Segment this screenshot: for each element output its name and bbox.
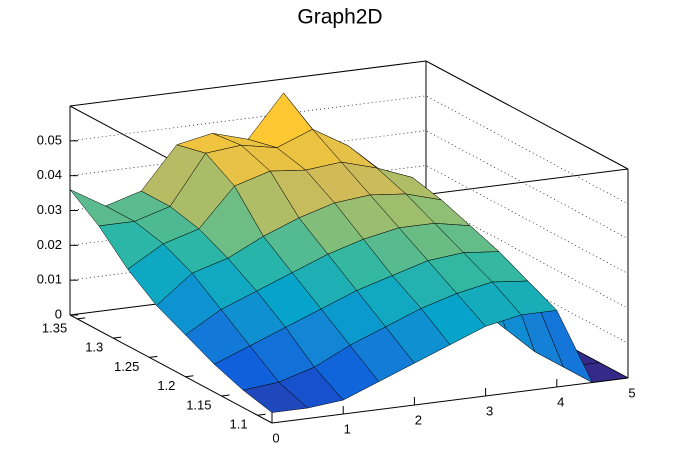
y-tick-label: 1.1: [229, 417, 247, 432]
surface-cell: [242, 381, 309, 413]
y-axis: [69, 314, 273, 424]
y-tick: [185, 375, 194, 378]
x-tick-label: 4: [557, 394, 564, 409]
z-tick-label: 0.04: [37, 167, 62, 182]
x-tick-label: 3: [486, 403, 493, 418]
y-tick: [113, 336, 122, 339]
z-tick-label: 0.01: [37, 272, 62, 287]
box-edge: [69, 60, 427, 107]
y-tick: [257, 413, 266, 416]
box-edge: [425, 60, 629, 170]
y-tick: [221, 394, 230, 397]
x-tick-label: 2: [415, 412, 422, 427]
y-tick: [77, 317, 86, 320]
y-tick-label: 1.15: [186, 397, 211, 412]
z-tick-label: 0.03: [37, 202, 62, 217]
x-axis: [271, 377, 629, 424]
x-tick-label: 0: [272, 430, 279, 445]
z-tick-label: 0.02: [37, 237, 62, 252]
y-tick-label: 1.2: [157, 378, 175, 393]
x-tick-label: 5: [628, 385, 635, 400]
y-tick-label: 1.3: [85, 340, 103, 355]
y-tick-label: 1.35: [42, 320, 67, 335]
chart-title: Graph2D: [297, 6, 382, 29]
y-tick: [149, 355, 158, 358]
z-tick-label: 0: [55, 306, 62, 321]
y-tick-label: 1.25: [114, 359, 139, 374]
x-tick-label: 1: [344, 421, 351, 436]
z-tick-label: 0.05: [37, 132, 62, 147]
